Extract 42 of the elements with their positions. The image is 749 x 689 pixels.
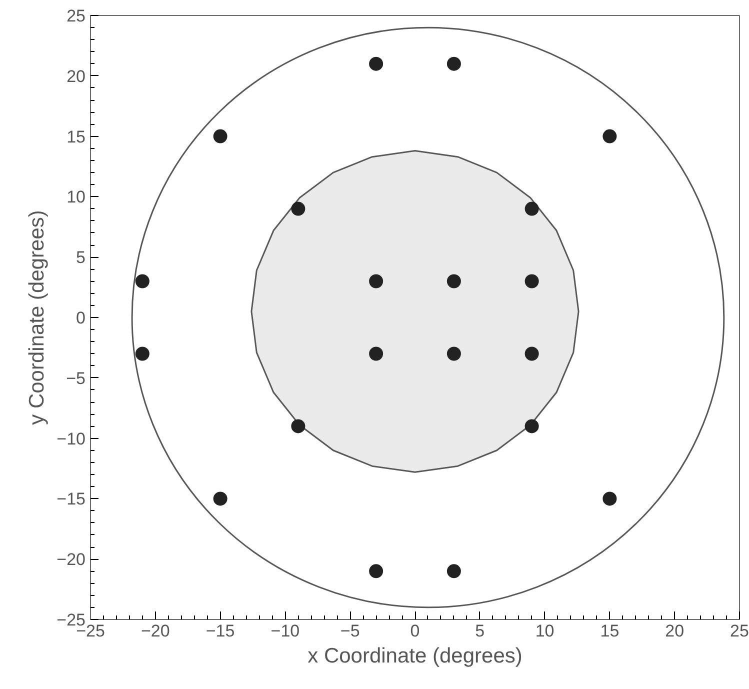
point (524, 346, 539, 361)
x-tick-label: 15 (600, 622, 620, 640)
x-tick-label: −20 (140, 622, 170, 640)
point (524, 274, 539, 288)
x-axis-title: x Coordinate (degrees) (308, 644, 522, 668)
point (369, 564, 384, 578)
point (602, 492, 617, 506)
point (524, 419, 539, 434)
x-tick-label: 5 (475, 622, 485, 640)
point (602, 129, 617, 144)
y-tick-label: −10 (56, 429, 86, 448)
y-tick-label: 15 (66, 127, 86, 146)
y-tick-label: 0 (76, 308, 86, 328)
y-tick-label: 25 (66, 6, 86, 26)
x-tick-label: −10 (270, 622, 300, 640)
x-tick-label: 20 (665, 622, 684, 640)
x-tick-label: 10 (535, 622, 554, 640)
point (369, 274, 384, 288)
x-tick-label: 0 (410, 622, 420, 640)
x-tick-label: −5 (340, 622, 360, 640)
point (135, 274, 150, 288)
point (369, 56, 384, 71)
point (213, 492, 228, 506)
y-tick-label: −5 (66, 368, 86, 388)
point (446, 274, 461, 288)
y-tick-label: 10 (66, 188, 86, 207)
x-tick-label: 25 (730, 622, 749, 640)
point (135, 346, 150, 361)
point (446, 564, 461, 578)
point (446, 56, 461, 71)
point (291, 419, 306, 434)
y-axis-title: y Coordinate (degrees) (26, 210, 49, 425)
y-tick-label: −15 (56, 490, 86, 509)
point (524, 202, 539, 216)
point (291, 202, 306, 216)
y-tick-label: 5 (76, 248, 86, 268)
point (213, 129, 228, 144)
point (446, 346, 461, 361)
x-tick-label: −15 (206, 622, 235, 640)
point (369, 346, 384, 361)
y-tick-label: −20 (56, 550, 86, 570)
y-tick-label: 20 (66, 66, 86, 86)
